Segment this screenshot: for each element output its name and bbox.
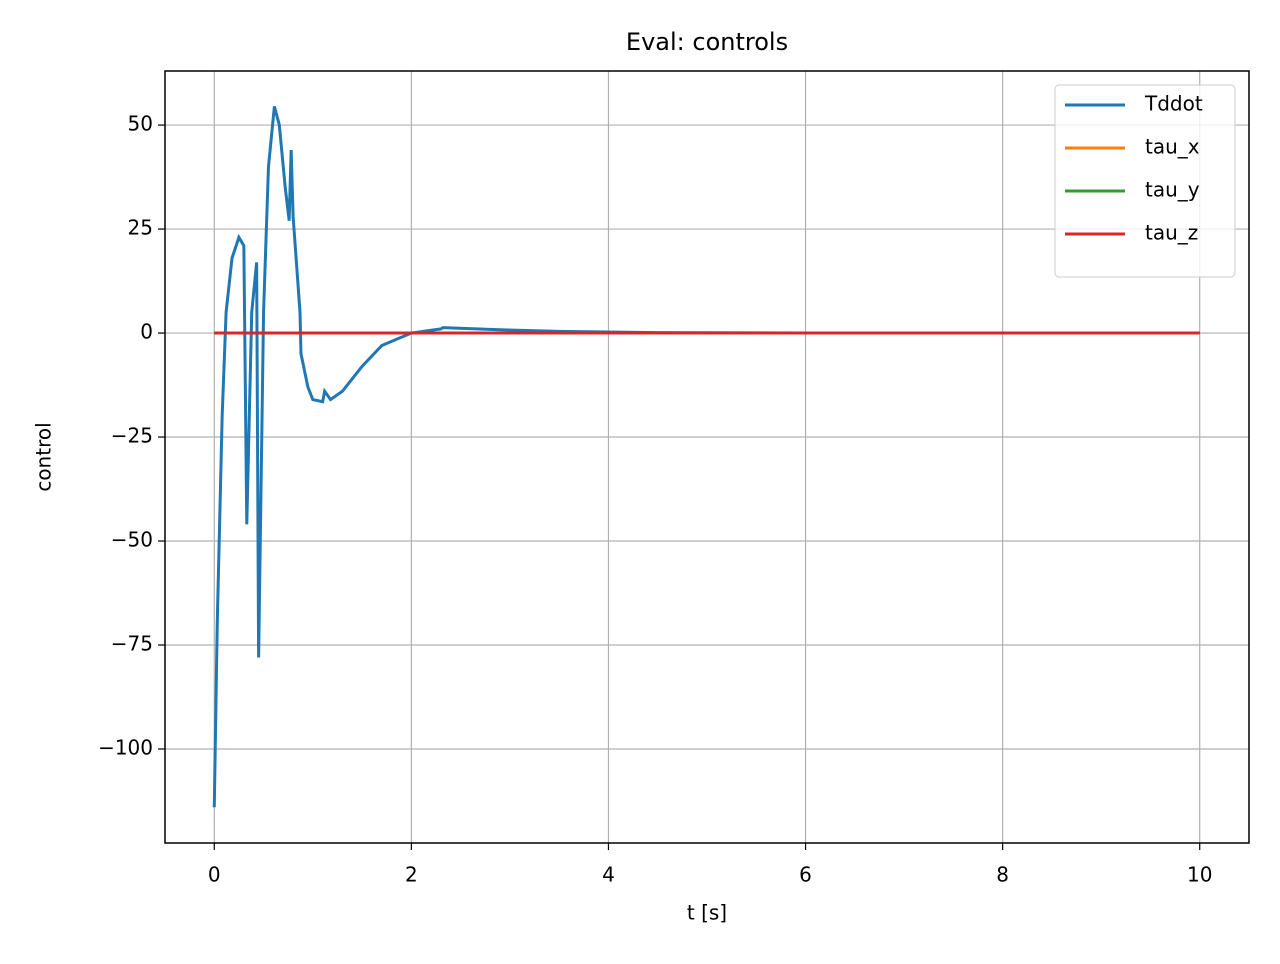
y-tick-label: −25 <box>111 424 153 448</box>
y-tick-label: 25 <box>128 216 153 240</box>
plot-frame <box>164 70 1250 844</box>
x-tick-label: 4 <box>602 863 615 887</box>
legend-label: tau_z <box>1145 221 1198 245</box>
y-tick-label: 50 <box>128 112 153 136</box>
legend-label: tau_y <box>1145 178 1200 202</box>
legend-label: Tddot <box>1144 92 1203 116</box>
y-axis-label: control <box>32 422 56 491</box>
x-tick-label: 8 <box>996 863 1009 887</box>
legend-label: tau_x <box>1145 135 1200 159</box>
y-tick-label: 0 <box>140 320 153 344</box>
x-tick-label: 6 <box>799 863 812 887</box>
data-line <box>212 105 1200 808</box>
x-axis-label: t [s] <box>687 901 727 925</box>
y-tick-label: −50 <box>111 528 153 552</box>
legend-box <box>1054 84 1236 278</box>
x-tick-label: 0 <box>208 863 221 887</box>
y-tick-label: −100 <box>98 735 153 759</box>
y-tick-label: −75 <box>111 632 153 656</box>
chart-title: Eval: controls <box>626 28 788 56</box>
x-tick-label: 10 <box>1187 863 1212 887</box>
legend: Tddot tau_x tau_y tau_z <box>1054 84 1236 278</box>
x-tick-label: 2 <box>405 863 418 887</box>
